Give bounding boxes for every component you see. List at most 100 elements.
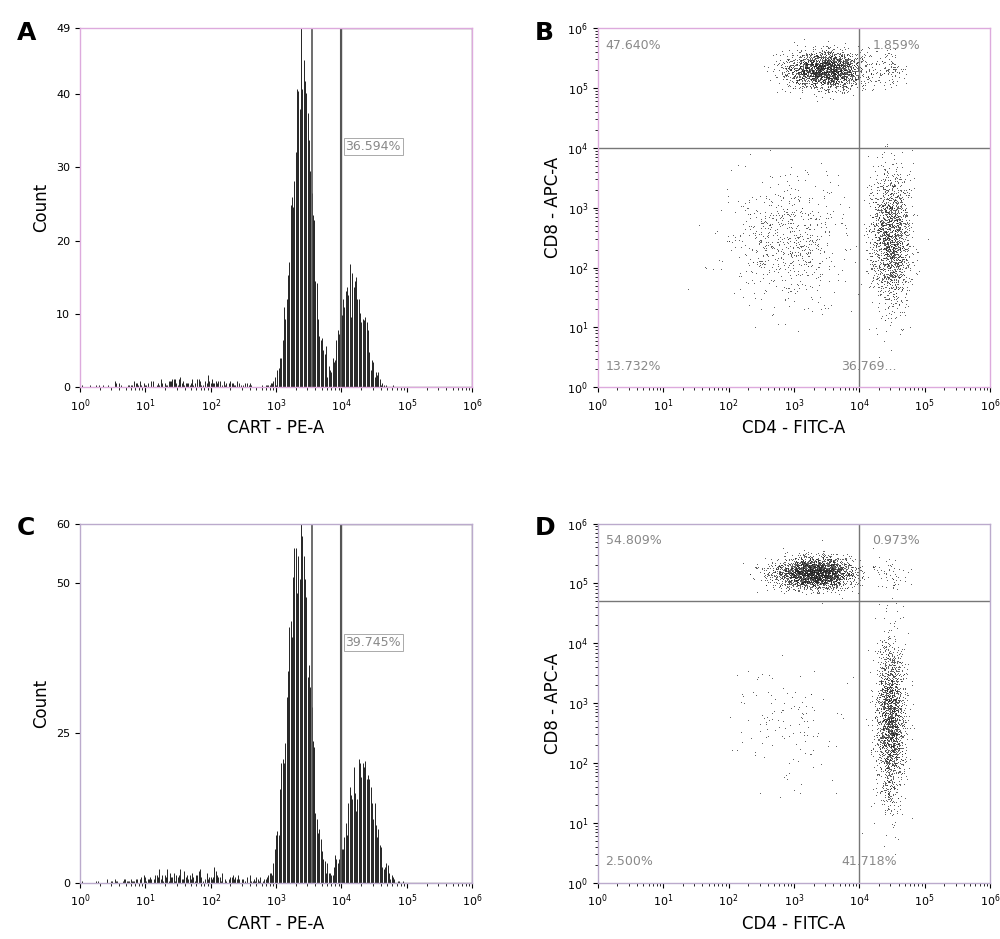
Point	[810, 552, 826, 567]
Point	[788, 72, 804, 87]
Point	[883, 743, 899, 758]
Point	[802, 563, 818, 578]
Point	[878, 49, 894, 64]
Point	[884, 211, 900, 226]
Point	[878, 744, 894, 759]
Point	[821, 563, 837, 578]
Point	[899, 292, 915, 307]
Point	[854, 570, 870, 585]
Point	[875, 210, 891, 225]
Point	[870, 731, 886, 747]
Point	[852, 577, 868, 592]
Point	[821, 61, 837, 76]
Point	[812, 563, 828, 578]
Point	[862, 208, 878, 223]
Point	[877, 751, 893, 766]
Point	[804, 549, 820, 564]
Point	[866, 238, 882, 253]
Point	[849, 51, 865, 66]
Point	[769, 242, 785, 257]
Point	[815, 577, 831, 593]
Point	[885, 653, 901, 668]
Point	[804, 564, 820, 579]
Point	[884, 233, 900, 248]
Point	[790, 568, 806, 583]
Point	[878, 208, 894, 223]
Point	[789, 69, 805, 84]
Point	[883, 701, 899, 716]
Point	[887, 212, 903, 227]
Point	[815, 54, 831, 69]
Point	[888, 673, 904, 688]
Point	[790, 248, 806, 263]
Point	[886, 700, 902, 715]
Point	[839, 48, 855, 63]
Point	[887, 701, 903, 716]
Point	[895, 321, 911, 336]
Point	[819, 556, 835, 571]
Point	[879, 274, 895, 289]
Point	[816, 568, 832, 583]
Point	[892, 253, 908, 268]
Point	[890, 277, 906, 292]
Point	[781, 765, 797, 780]
Point	[873, 725, 889, 740]
Point	[887, 208, 903, 223]
Point	[735, 199, 751, 214]
Point	[827, 585, 843, 600]
Point	[802, 579, 818, 594]
Point	[811, 586, 827, 601]
Point	[814, 253, 830, 268]
Point	[791, 577, 807, 593]
Point	[888, 190, 904, 205]
Point	[903, 190, 919, 205]
Point	[808, 573, 824, 588]
Point	[884, 726, 900, 741]
Point	[886, 743, 902, 758]
Point	[795, 576, 811, 591]
Point	[815, 54, 831, 69]
Point	[814, 46, 830, 61]
Point	[816, 189, 832, 204]
Point	[829, 68, 845, 83]
Point	[811, 562, 827, 577]
Point	[835, 566, 851, 581]
Point	[885, 718, 901, 733]
Point	[807, 578, 823, 593]
Point	[882, 231, 898, 246]
Point	[774, 212, 790, 227]
Point	[828, 578, 844, 593]
Point	[832, 560, 848, 575]
Point	[893, 734, 909, 749]
Point	[838, 83, 854, 98]
Point	[757, 567, 773, 582]
Point	[803, 585, 819, 600]
Point	[805, 64, 821, 79]
Point	[846, 62, 862, 77]
Point	[809, 557, 825, 572]
Point	[806, 565, 822, 580]
Point	[812, 572, 828, 587]
Point	[883, 306, 899, 321]
Point	[782, 231, 798, 246]
Point	[821, 68, 837, 83]
Point	[877, 732, 893, 747]
Point	[840, 59, 856, 74]
Point	[784, 576, 800, 591]
Point	[891, 235, 907, 250]
Point	[890, 701, 906, 716]
Point	[886, 665, 902, 680]
Point	[875, 733, 891, 748]
Point	[896, 241, 912, 256]
Point	[785, 67, 801, 82]
Point	[880, 694, 896, 709]
Point	[799, 575, 815, 590]
Point	[803, 76, 819, 91]
Point	[895, 711, 911, 726]
Point	[807, 69, 823, 85]
Point	[830, 569, 846, 584]
Point	[875, 700, 891, 716]
Point	[808, 47, 824, 62]
Point	[893, 250, 909, 265]
Point	[886, 729, 902, 744]
